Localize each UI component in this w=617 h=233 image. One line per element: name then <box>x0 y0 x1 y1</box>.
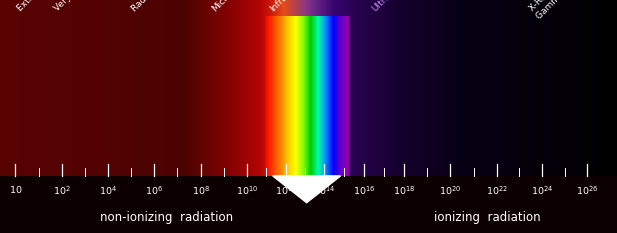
Text: $10^{8}$: $10^{8}$ <box>191 184 210 197</box>
Text: $10^{16}$: $10^{16}$ <box>353 184 375 197</box>
Text: $10$: $10$ <box>9 184 22 195</box>
Text: Extremely Low (ELF): Extremely Low (ELF) <box>15 0 87 13</box>
Text: Ultraviolet: Ultraviolet <box>370 0 410 13</box>
Text: $10^{4}$: $10^{4}$ <box>99 184 117 197</box>
Text: $10^{26}$: $10^{26}$ <box>576 184 598 197</box>
Text: X-Rays &
Gamma Rays: X-Rays & Gamma Rays <box>528 0 584 21</box>
Text: $10^{14}$: $10^{14}$ <box>313 184 335 197</box>
Text: $10^{24}$: $10^{24}$ <box>531 184 553 197</box>
Text: Radio waves: Radio waves <box>130 0 176 13</box>
Text: non-ionizing  radiation: non-ionizing radiation <box>100 211 233 224</box>
Text: $10^{10}$: $10^{10}$ <box>236 184 258 197</box>
Text: $10^{6}$: $10^{6}$ <box>145 184 164 197</box>
Text: $10^{12}$: $10^{12}$ <box>275 184 297 197</box>
Text: Very Low (VLF): Very Low (VLF) <box>52 0 106 13</box>
Text: $10^{22}$: $10^{22}$ <box>486 184 508 197</box>
Text: $10^{18}$: $10^{18}$ <box>393 184 415 197</box>
Polygon shape <box>273 176 341 203</box>
Text: Microwaves: Microwaves <box>210 0 254 13</box>
Text: $10^{20}$: $10^{20}$ <box>439 184 462 197</box>
Text: $10^{2}$: $10^{2}$ <box>53 184 70 197</box>
Text: ionizing  radiation: ionizing radiation <box>434 211 540 224</box>
Text: Infrared: Infrared <box>268 0 300 13</box>
